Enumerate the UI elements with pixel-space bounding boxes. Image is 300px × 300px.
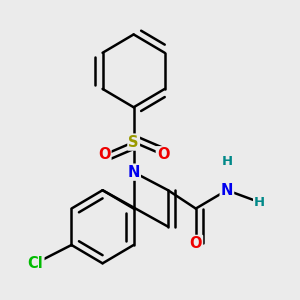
Text: O: O — [157, 147, 169, 162]
Text: N: N — [221, 183, 233, 198]
Text: H: H — [254, 196, 265, 209]
Text: O: O — [190, 236, 202, 251]
Text: N: N — [128, 165, 140, 180]
Text: O: O — [98, 147, 110, 162]
Text: H: H — [221, 154, 233, 168]
Text: Cl: Cl — [28, 256, 43, 271]
Text: S: S — [128, 135, 139, 150]
